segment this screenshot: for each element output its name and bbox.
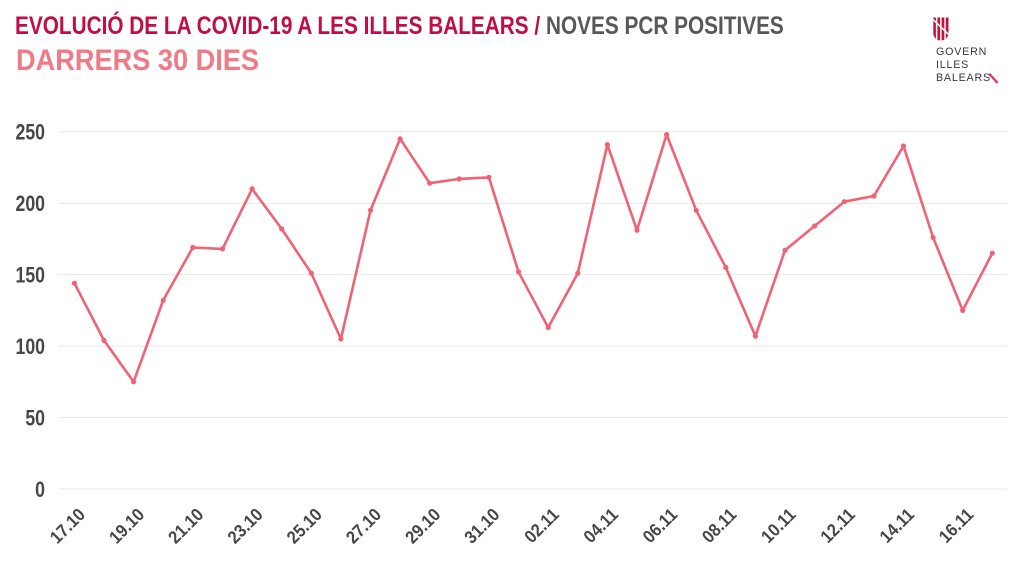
- svg-text:19.10: 19.10: [105, 504, 149, 548]
- svg-text:0: 0: [35, 478, 45, 502]
- svg-text:23.10: 23.10: [223, 504, 267, 548]
- svg-text:02.11: 02.11: [520, 504, 563, 547]
- svg-text:12.11: 12.11: [816, 504, 859, 547]
- svg-text:04.11: 04.11: [579, 504, 622, 547]
- svg-text:25.10: 25.10: [282, 504, 326, 548]
- svg-text:29.10: 29.10: [401, 504, 445, 548]
- svg-text:06.11: 06.11: [638, 504, 681, 547]
- svg-text:200: 200: [16, 193, 45, 217]
- svg-text:10.11: 10.11: [757, 504, 800, 547]
- svg-text:250: 250: [16, 121, 45, 145]
- svg-text:150: 150: [16, 264, 45, 288]
- svg-text:17.10: 17.10: [45, 504, 89, 548]
- svg-text:08.11: 08.11: [697, 504, 740, 547]
- svg-text:100: 100: [16, 335, 45, 359]
- svg-text:21.10: 21.10: [164, 504, 208, 548]
- svg-text:14.11: 14.11: [875, 504, 918, 547]
- svg-text:27.10: 27.10: [342, 504, 386, 548]
- svg-text:50: 50: [25, 407, 45, 431]
- svg-text:16.11: 16.11: [934, 504, 977, 547]
- svg-text:31.10: 31.10: [460, 504, 504, 548]
